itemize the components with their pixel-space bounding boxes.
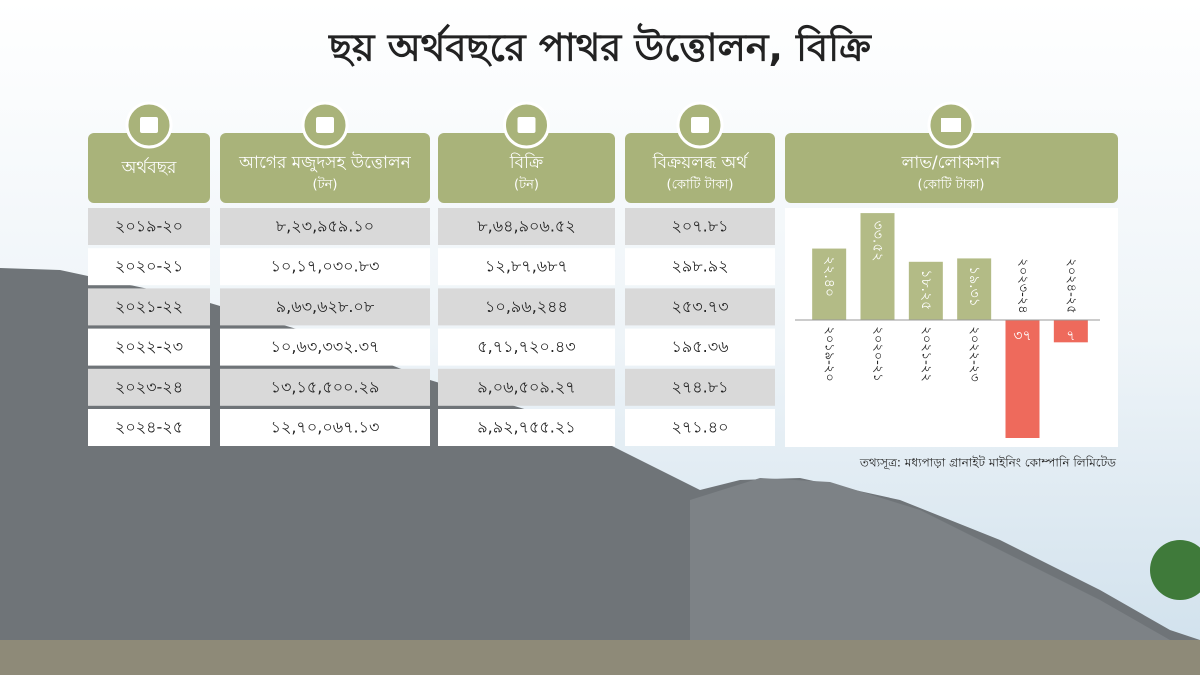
cell-text: ১০,১৭,০৩০.৮৩	[271, 257, 380, 276]
cell-text: ২৭৪.৮১	[671, 377, 728, 396]
profit-chart: লাভ/লোকসান (কোটি টাকা) ২২.৪০ ২০১৯-২০ ৩৩.৫২…	[785, 101, 1118, 447]
ground	[0, 640, 1200, 675]
icon-glyph	[517, 117, 536, 133]
header-cell	[438, 133, 615, 203]
cell	[438, 368, 615, 406]
value-label: ১৯.৩১	[966, 266, 982, 307]
tree	[1150, 540, 1200, 600]
stone-pile-right	[690, 478, 1170, 640]
header-cell	[625, 133, 775, 203]
cell	[88, 248, 210, 286]
cell-text: ২০২৩-২৪	[115, 377, 183, 396]
cell-text: ৯,০৬,৫০৯.২৭	[477, 377, 575, 396]
x-tick-label: ২০২২-২৩	[967, 326, 982, 381]
cell-text: ২০১৯-২০	[115, 217, 183, 236]
header-label: আগের মজুদসহ উত্তোলন	[238, 152, 412, 173]
cell-text: ৫,৭১,৭২০.৪৩	[477, 337, 575, 356]
header-cell	[88, 133, 210, 203]
chart-subtitle: (কোটি টাকা)	[918, 177, 985, 193]
bar	[860, 213, 895, 320]
value-label: ৩৭	[1013, 328, 1031, 344]
chart-header	[785, 133, 1118, 203]
value-label: ৩৩.৫২	[870, 221, 886, 262]
cell-text: ১২,৮৭,৬৮৭	[485, 257, 568, 276]
value-label: ১৮.২৫	[918, 269, 934, 310]
source: তথ্যসূত্র: মধ্যপাড়া গ্রানাইট মাইনিং কোম…	[859, 456, 1116, 471]
cell-text: ১০,৯৬,২৪৪	[485, 297, 568, 316]
cell	[625, 328, 775, 366]
cell-text: ২৯৮.৯২	[671, 257, 728, 276]
cell-text: ৯,৬৩,৬২৮.০৮	[276, 297, 375, 316]
cell-text: ২৭১.৪০	[671, 418, 728, 437]
bar	[812, 248, 847, 320]
cell	[220, 208, 430, 245]
cell	[88, 409, 210, 446]
cell	[438, 208, 615, 245]
value-label: ২২.৪০	[821, 256, 837, 297]
icon-glyph	[316, 117, 334, 133]
icon-glyph	[691, 117, 709, 133]
bar	[1053, 320, 1088, 343]
icon-glyph	[941, 118, 961, 132]
cell	[220, 288, 430, 326]
cell-text: ৮,৬৪,৯০৬.৫২	[477, 217, 575, 236]
cell	[625, 409, 775, 446]
cell	[625, 288, 775, 326]
cell-text: ২০২৪-২৫	[115, 418, 183, 437]
cell	[625, 208, 775, 245]
header-label: বিক্রি	[509, 152, 544, 173]
x-tick-label: ২০১৯-২০	[822, 326, 837, 381]
bar	[957, 258, 992, 320]
cell-text: ১৩,১৫,৫০০.২৯	[271, 377, 380, 396]
header-unit: (কোটি টাকা)	[667, 177, 734, 193]
x-tick-label: ২০২৩-২৪	[1015, 258, 1030, 313]
x-tick-label: ২০২১-২২	[918, 326, 933, 381]
cell-text: ৮,২৩,৯৫৯.১০	[276, 217, 374, 236]
cell-text: ২০২০-২১	[115, 257, 183, 276]
cell	[88, 208, 210, 245]
title: ছয় অর্থবছরে পাথর উত্তোলন, বিক্রি	[327, 23, 872, 70]
cell	[438, 409, 615, 446]
cell	[438, 248, 615, 286]
cell	[220, 328, 430, 366]
table: অর্থবছর আগের মজুদসহ উত্তোলন (টন) বিক্রি (টন)…	[88, 101, 775, 446]
cell-text: ১২,৭০,০৬৭.১৩	[271, 418, 380, 437]
cell	[220, 368, 430, 406]
icon-glyph	[140, 117, 158, 133]
cell	[220, 248, 430, 286]
header-unit: (টন)	[313, 177, 338, 193]
chart-title: লাভ/লোকসান	[901, 153, 1002, 173]
cell	[220, 409, 430, 446]
cell	[625, 248, 775, 286]
cell	[88, 368, 210, 406]
cell-text: ১০,৬৩,৩৩২.৩৭	[271, 337, 380, 356]
header-label: অর্থবছর	[121, 157, 177, 178]
cell-text: ১৯৫.৩৬	[671, 337, 728, 356]
cell	[438, 328, 615, 366]
cell	[625, 368, 775, 406]
cell-text: ২০৭.৮১	[671, 217, 728, 236]
x-tick-label: ২০২৪-২৫	[1063, 258, 1078, 313]
header-label: বিক্রয়লব্ধ অর্থ	[652, 152, 750, 173]
bar	[908, 261, 943, 320]
value-label: ৭	[1066, 328, 1075, 344]
cell	[88, 288, 210, 326]
bar	[1005, 320, 1040, 438]
cell-text: ২০২১-২২	[115, 297, 183, 316]
x-tick-label: ২০২০-২১	[870, 326, 885, 381]
cell	[438, 288, 615, 326]
cell-text: ২৫৩.৭৩	[671, 297, 728, 316]
header-unit: (টন)	[514, 177, 539, 193]
cell-text: ২০২২-২৩	[115, 337, 183, 356]
cell	[88, 328, 210, 366]
cell-text: ৯,৯২,৭৫৫.২১	[477, 418, 575, 437]
header-cell	[220, 133, 430, 203]
